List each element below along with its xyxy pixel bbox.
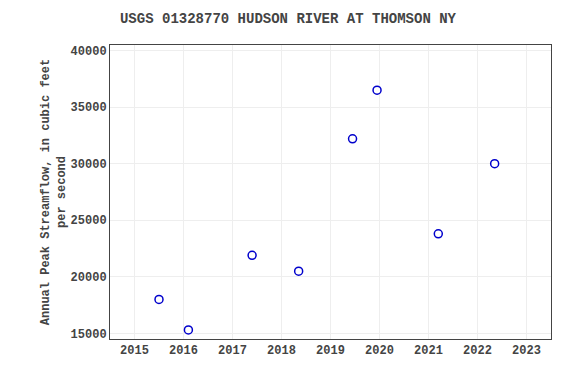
svg-text:2023: 2023: [512, 344, 541, 358]
svg-text:30000: 30000: [71, 158, 107, 172]
svg-text:15000: 15000: [71, 328, 107, 342]
svg-text:35000: 35000: [71, 101, 107, 115]
svg-text:20000: 20000: [71, 271, 107, 285]
svg-text:Annual Peak Streamflow, in cub: Annual Peak Streamflow, in cubic feetper…: [39, 59, 69, 325]
svg-text:2019: 2019: [316, 344, 345, 358]
svg-text:2020: 2020: [365, 344, 394, 358]
svg-text:2016: 2016: [169, 344, 198, 358]
svg-text:2018: 2018: [267, 344, 296, 358]
svg-text:40000: 40000: [71, 45, 107, 59]
svg-text:USGS 01328770 HUDSON RIVER AT: USGS 01328770 HUDSON RIVER AT THOMSON NY: [120, 11, 457, 27]
svg-text:2021: 2021: [414, 344, 443, 358]
svg-text:2015: 2015: [120, 344, 149, 358]
svg-text:2022: 2022: [463, 344, 492, 358]
svg-text:25000: 25000: [71, 214, 107, 228]
svg-text:2017: 2017: [218, 344, 247, 358]
